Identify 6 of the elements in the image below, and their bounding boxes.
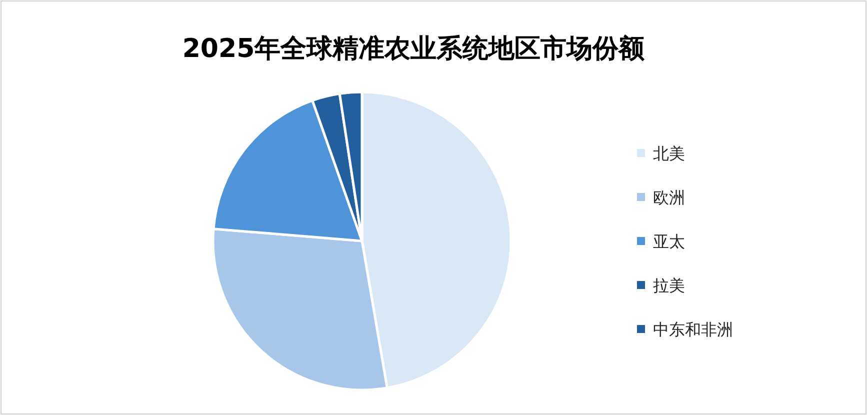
- chart-title: 2025年全球精准农业系统地区市场份额: [182, 34, 646, 64]
- legend-label: 欧洲: [653, 188, 685, 207]
- legend-label: 拉美: [653, 276, 685, 295]
- legend-label: 亚太: [653, 232, 685, 251]
- legend-label: 中东和非洲: [653, 320, 733, 339]
- legend-label: 北美: [653, 144, 685, 163]
